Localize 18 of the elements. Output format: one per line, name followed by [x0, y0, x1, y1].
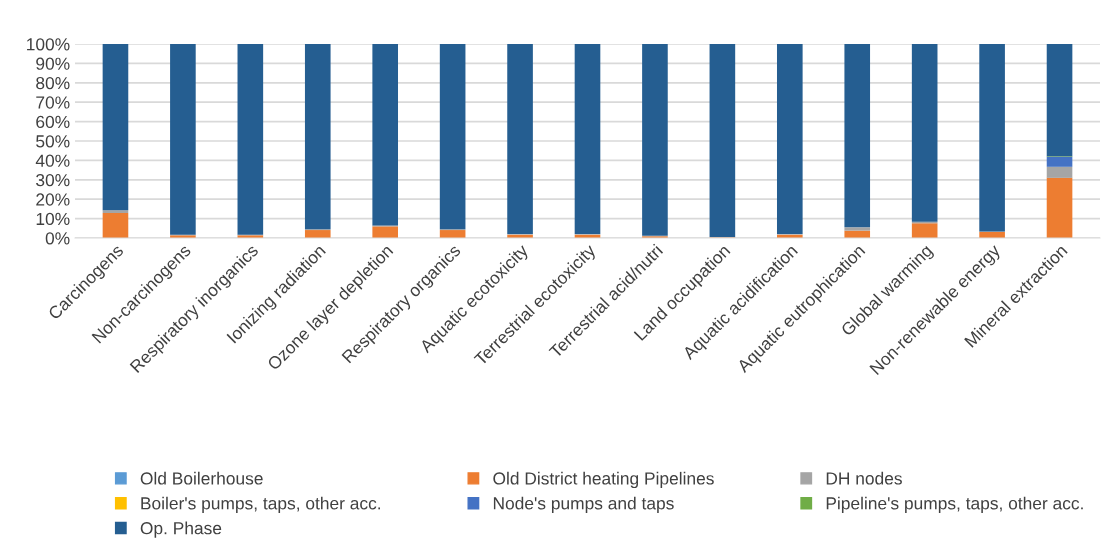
y-tick-label: 10% — [36, 212, 70, 226]
legend-label: Node's pumps and taps — [493, 496, 674, 513]
y-tick-label: 40% — [35, 154, 70, 167]
legend-label: Op. Phase — [140, 521, 222, 538]
legend-label: Boiler's pumps, taps, other acc. — [141, 496, 380, 513]
y-tick-label: 80% — [36, 76, 70, 90]
y-tick-label: 0% — [45, 232, 70, 245]
y-tick-label: 50% — [36, 135, 70, 148]
y-tick-label: 30% — [36, 173, 70, 187]
y-tick-label: 70% — [36, 96, 70, 109]
y-tick-label: 20% — [36, 193, 70, 206]
legend-label: Pipeline's pumps, taps, other acc. — [826, 496, 1083, 513]
y-tick-label: 100% — [27, 38, 70, 51]
legend-label: DH nodes — [826, 471, 902, 485]
y-tick-label: 60% — [36, 115, 70, 129]
legend-label: Old District heating Pipelines — [493, 471, 714, 489]
legend-label: Old Boilerhouse — [140, 471, 263, 485]
y-tick-label: 90% — [36, 57, 70, 70]
